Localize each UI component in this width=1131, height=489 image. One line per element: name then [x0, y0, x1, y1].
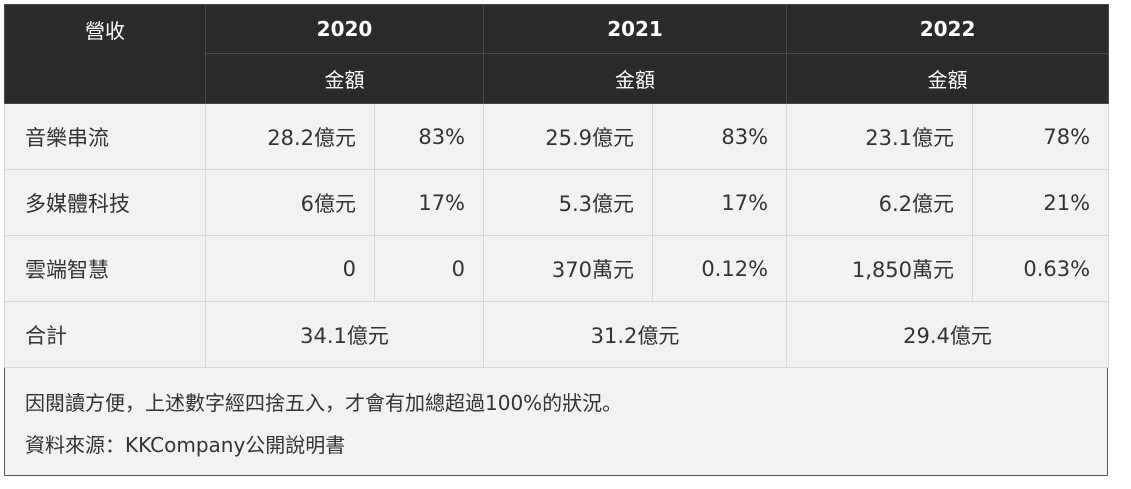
cell-share-2022: 21% — [972, 169, 1110, 236]
header-year-2021: 2021 — [483, 4, 788, 54]
header-corner: 營收 — [4, 4, 206, 104]
header-row-sub: 金額 金額 金額 — [5, 53, 1110, 104]
cell-share-2020: 0 — [373, 235, 485, 302]
cell-amount-2022: 1,850萬元 — [786, 235, 974, 302]
header-sub-2020: 金額 — [204, 53, 485, 104]
table-row: 音樂串流 28.2億元 83% 25.9億元 83% 23.1億元 78% — [4, 103, 1110, 170]
total-2020: 34.1億元 — [204, 301, 485, 368]
header-row-years: 營收 2020 2021 2022 — [4, 4, 1110, 104]
cell-share-2020: 17% — [373, 169, 485, 236]
cell-share-2022: 0.63% — [972, 235, 1110, 302]
cell-share-2020: 83% — [373, 103, 485, 170]
cell-share-2021: 17% — [652, 169, 788, 236]
cell-amount-2020: 6億元 — [205, 169, 375, 236]
total-2022: 29.4億元 — [786, 301, 1110, 368]
rounding-note: 因閱讀方便，上述數字經四捨五入，才會有加總超過100%的狀況。 — [25, 391, 623, 415]
header-sub-2022: 金額 — [786, 53, 1110, 104]
cell-amount-2020: 0 — [205, 235, 375, 302]
total-row: 合計 34.1億元 31.2億元 29.4億元 — [4, 301, 1110, 368]
cell-amount-2021: 25.9億元 — [483, 103, 654, 170]
cell-share-2021: 83% — [652, 103, 788, 170]
cell-amount-2021: 5.3億元 — [483, 169, 654, 236]
total-label: 合計 — [4, 301, 206, 368]
cell-share-2021: 0.12% — [652, 235, 788, 302]
cell-amount-2022: 6.2億元 — [786, 169, 974, 236]
row-label: 雲端智慧 — [4, 235, 206, 302]
cell-amount-2020: 28.2億元 — [205, 103, 375, 170]
revenue-table: 營收 2020 2021 2022 金額 金額 金額 音樂串流 28.2億元 8… — [4, 4, 1110, 368]
cell-share-2022: 78% — [972, 103, 1110, 170]
header-sub-2021: 金額 — [483, 53, 788, 104]
table-notes: 因閱讀方便，上述數字經四捨五入，才會有加總超過100%的狀況。 資料來源：KKC… — [4, 368, 1108, 476]
header-year-2022: 2022 — [786, 4, 1110, 54]
source-note: 資料來源：KKCompany公開說明書 — [25, 433, 346, 457]
header-year-2020: 2020 — [204, 4, 485, 54]
table-row: 雲端智慧 0 0 370萬元 0.12% 1,850萬元 0.63% — [4, 235, 1110, 302]
cell-amount-2021: 370萬元 — [483, 235, 654, 302]
revenue-table-container: 營收 2020 2021 2022 金額 金額 金額 音樂串流 28.2億元 8… — [4, 4, 1110, 476]
total-2021: 31.2億元 — [483, 301, 788, 368]
table-row: 多媒體科技 6億元 17% 5.3億元 17% 6.2億元 21% — [4, 169, 1110, 236]
cell-amount-2022: 23.1億元 — [786, 103, 974, 170]
row-label: 音樂串流 — [4, 103, 206, 170]
row-label: 多媒體科技 — [4, 169, 206, 236]
